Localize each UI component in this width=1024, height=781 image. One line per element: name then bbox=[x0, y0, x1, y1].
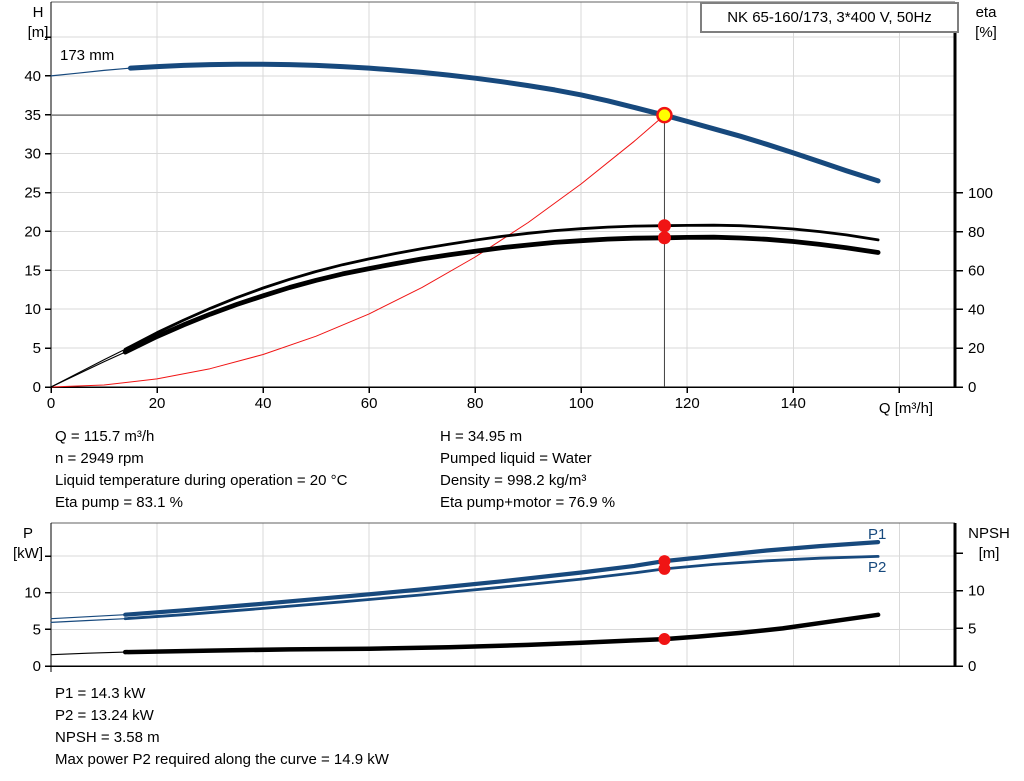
info-line-h: H = 34.95 m bbox=[440, 428, 523, 445]
h-axis-unit: [m] bbox=[27, 24, 49, 41]
p1-curve-label: P1 bbox=[868, 526, 887, 543]
tick-label-y-left: 20 bbox=[24, 223, 41, 240]
info-line-q: Q = 115.7 m³/h bbox=[55, 428, 155, 445]
p2-curve-label: P2 bbox=[868, 559, 887, 576]
tick-label-y-left: 40 bbox=[24, 68, 41, 85]
tick-label-x: 40 bbox=[255, 395, 272, 412]
tick-label-y-right: 0 bbox=[968, 379, 976, 396]
result-info: P1 = 14.3 kW P2 = 13.24 kW NPSH = 3.58 m… bbox=[55, 683, 389, 771]
p2-curve-lead bbox=[50, 618, 126, 624]
tick-label-x: 80 bbox=[467, 395, 484, 412]
p-axis-unit-label: P [kW] bbox=[8, 524, 48, 564]
tick-label-y-right: 80 bbox=[968, 224, 985, 241]
tick-label-y-right: 40 bbox=[968, 301, 985, 318]
npsh-axis-symbol: NPSH bbox=[968, 525, 1010, 542]
eta-pump-motor-lead bbox=[50, 351, 126, 388]
info-line-npsh: NPSH = 3.58 m bbox=[55, 729, 160, 746]
impeller-diameter-label: 173 mm bbox=[60, 47, 115, 64]
tick-label-y-left: 10 bbox=[24, 301, 41, 318]
npsh-curve-lead bbox=[50, 651, 126, 656]
npsh-point bbox=[658, 633, 671, 646]
eta-axis-unit: [%] bbox=[975, 24, 997, 41]
info-line-liquid-temp: Liquid temperature during operation = 20… bbox=[55, 472, 348, 489]
eta-pump-curve bbox=[123, 223, 880, 351]
info-line-pumped-liquid: Pumped liquid = Water bbox=[440, 450, 592, 467]
p2-point bbox=[658, 562, 671, 575]
tick-label-y-right: 0 bbox=[968, 658, 976, 675]
power-npsh-chart: 0 5 10 0 5 10 bbox=[24, 522, 985, 675]
tick-label-y-right: 5 bbox=[968, 620, 976, 637]
duty-point bbox=[656, 106, 673, 124]
info-line-eta-pump-motor: Eta pump+motor = 76.9 % bbox=[440, 494, 616, 511]
p2-curve bbox=[123, 555, 880, 621]
npsh-axis-unit: [m] bbox=[978, 545, 1000, 562]
info-line-p1: P1 = 14.3 kW bbox=[55, 685, 146, 702]
npsh-axis-unit-label: NPSH [m] bbox=[960, 524, 1018, 564]
h-axis-unit-label: H [m] bbox=[16, 3, 60, 43]
tick-label-y-left: 0 bbox=[33, 658, 41, 675]
eta-pump-motor-curve bbox=[122, 234, 881, 355]
tick-label-x: 60 bbox=[361, 395, 378, 412]
p-axis-symbol: P bbox=[22, 525, 33, 542]
p-axis-unit: [kW] bbox=[13, 545, 43, 562]
tick-label-y-right: 100 bbox=[968, 185, 993, 202]
h-axis-symbol: H bbox=[32, 4, 44, 21]
pump-designation-box: NK 65-160/173, 3*400 V, 50Hz bbox=[700, 2, 959, 33]
system-curve bbox=[50, 114, 665, 388]
duty-info-right: H = 34.95 m Pumped liquid = Water Densit… bbox=[440, 426, 615, 514]
npsh-curve bbox=[122, 612, 881, 655]
tick-label-x: 20 bbox=[149, 395, 166, 412]
p1-curve bbox=[123, 539, 881, 617]
eta-axis-unit-label: eta [%] bbox=[964, 3, 1008, 43]
tick-label-x: 0 bbox=[47, 395, 55, 412]
tick-label-y-left: 25 bbox=[24, 185, 41, 202]
qh-eta-chart: 0 20 40 60 80 100 120 140 0 5 10 15 20 25 30 35 40 0 20 40 6… bbox=[24, 1, 993, 412]
eta-axis-symbol: eta bbox=[975, 4, 997, 21]
tick-label-y-right: 20 bbox=[968, 340, 985, 357]
tick-label-y-left: 30 bbox=[24, 146, 41, 163]
tick-label-y-right: 60 bbox=[968, 263, 985, 280]
tick-label-y-left: 35 bbox=[24, 107, 41, 124]
info-line-max-power: Max power P2 required along the curve = … bbox=[55, 751, 389, 768]
qh-curve bbox=[128, 61, 881, 184]
tick-label-y-left: 5 bbox=[33, 340, 41, 357]
duty-info-left: Q = 115.7 m³/h n = 2949 rpm Liquid tempe… bbox=[55, 426, 347, 514]
tick-label-y-right: 10 bbox=[968, 583, 985, 600]
tick-label-x: 140 bbox=[781, 395, 806, 412]
p1-curve-lead bbox=[50, 614, 126, 620]
q-axis-title: Q [m³/h] bbox=[878, 400, 934, 417]
tick-label-y-left: 15 bbox=[24, 262, 41, 279]
tick-label-x: 100 bbox=[569, 395, 594, 412]
info-line-eta-pump: Eta pump = 83.1 % bbox=[55, 494, 183, 511]
qh-curve-lead bbox=[50, 67, 132, 77]
tick-label-x: 120 bbox=[675, 395, 700, 412]
info-line-p2: P2 = 13.24 kW bbox=[55, 707, 154, 724]
tick-label-y-left: 5 bbox=[33, 621, 41, 638]
eta-pump-point bbox=[657, 219, 671, 233]
info-line-speed: n = 2949 rpm bbox=[55, 450, 144, 467]
eta-pump-motor-point bbox=[657, 231, 671, 245]
tick-label-y-left: 0 bbox=[33, 379, 41, 396]
info-line-density: Density = 998.2 kg/m³ bbox=[440, 472, 587, 489]
tick-label-y-left: 10 bbox=[24, 585, 41, 602]
